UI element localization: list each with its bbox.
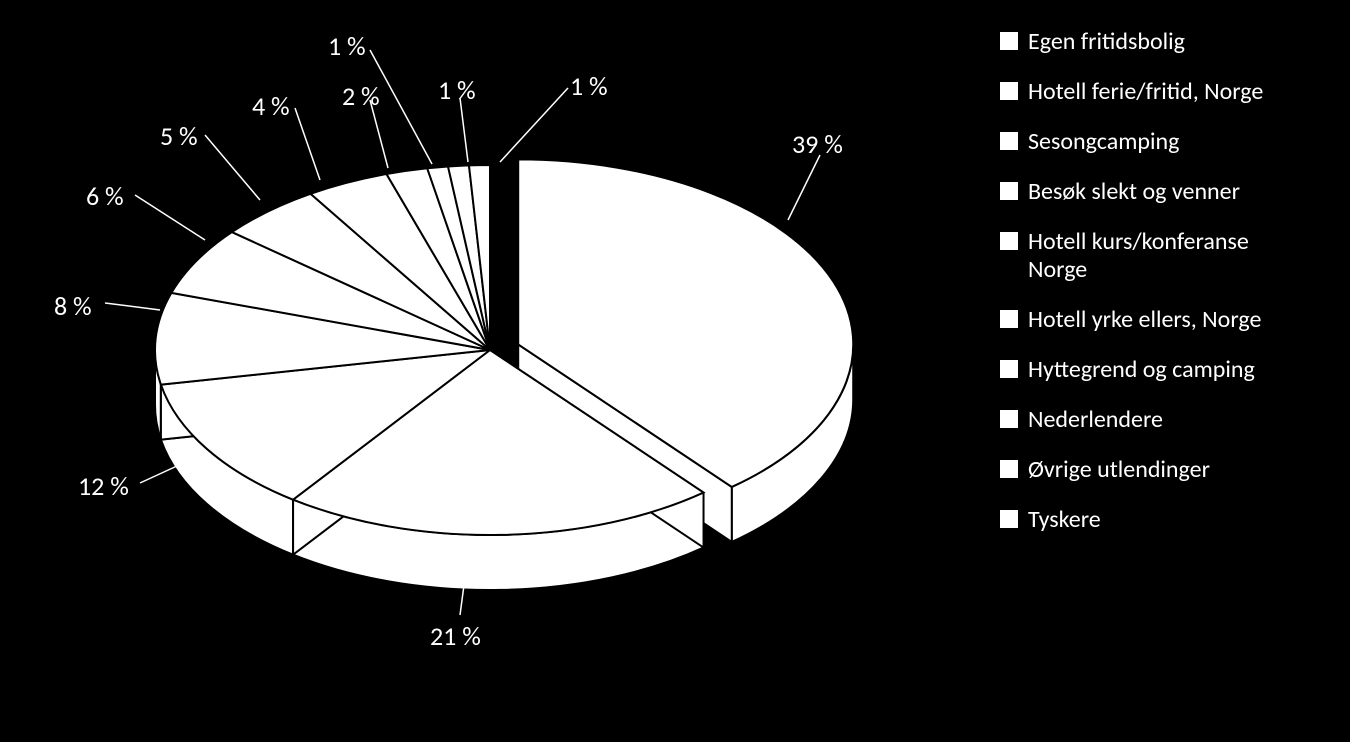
leader-line [788,155,820,220]
legend-item: Øvrige utlendinger [1000,456,1300,484]
legend-swatch [1000,182,1018,200]
leader-line [105,303,160,310]
legend-label: Tyskere [1028,506,1101,534]
legend-item: Nederlendere [1000,406,1300,434]
legend-label: Sesongcamping [1028,128,1179,156]
legend-item: Hotell yrke ellers, Norge [1000,306,1300,334]
legend-swatch [1000,32,1018,50]
chart-stage: 39 % 21 % 12 % 8 % 6 % 5 % 4 % 2 % 1 % 1 % 1 % Ege… [0,0,1350,742]
legend-swatch [1000,82,1018,100]
pct-label: 8 % [54,290,92,322]
legend-item: Sesongcamping [1000,128,1300,156]
pct-label: 21 % [430,620,481,652]
legend-item: Egen fritidsbolig [1000,28,1300,56]
legend-swatch [1000,460,1018,478]
legend-item: Besøk slekt og venner [1000,178,1300,206]
legend-label: Egen fritidsbolig [1028,28,1185,56]
legend-swatch [1000,410,1018,428]
legend-item: Tyskere [1000,506,1300,534]
legend-item: Hotell kurs/konferanse Norge [1000,228,1300,284]
pct-label: 1 % [570,70,608,102]
leader-line [295,108,320,180]
leader-line [135,195,205,240]
pct-label: 5 % [160,120,198,152]
legend-label: Hotell ferie/fritid, Norge [1028,78,1263,106]
legend-swatch [1000,360,1018,378]
leader-line [205,135,260,200]
legend-item: Hotell ferie/fritid, Norge [1000,78,1300,106]
legend-swatch [1000,510,1018,528]
legend-label: Hyttegrend og camping [1028,356,1255,384]
pct-label: 1 % [328,30,366,62]
legend-label: Nederlendere [1028,406,1163,434]
pct-label: 6 % [86,180,124,212]
pct-label: 12 % [78,470,129,502]
pct-label: 2 % [342,80,380,112]
pct-label: 1 % [438,74,476,106]
pct-label: 39 % [792,128,843,160]
legend-swatch [1000,310,1018,328]
legend: Egen fritidsbolig Hotell ferie/fritid, No… [1000,28,1300,556]
legend-label: Hotell kurs/konferanse Norge [1028,228,1300,284]
legend-label: Øvrige utlendinger [1028,456,1210,484]
legend-swatch [1000,132,1018,150]
legend-swatch [1000,232,1018,250]
pie-chart-svg [0,0,1000,742]
pct-label: 4 % [252,90,290,122]
leader-line [460,98,468,162]
leader-line [500,88,568,162]
legend-label: Hotell yrke ellers, Norge [1028,306,1261,334]
legend-label: Besøk slekt og venner [1028,178,1240,206]
legend-item: Hyttegrend og camping [1000,356,1300,384]
